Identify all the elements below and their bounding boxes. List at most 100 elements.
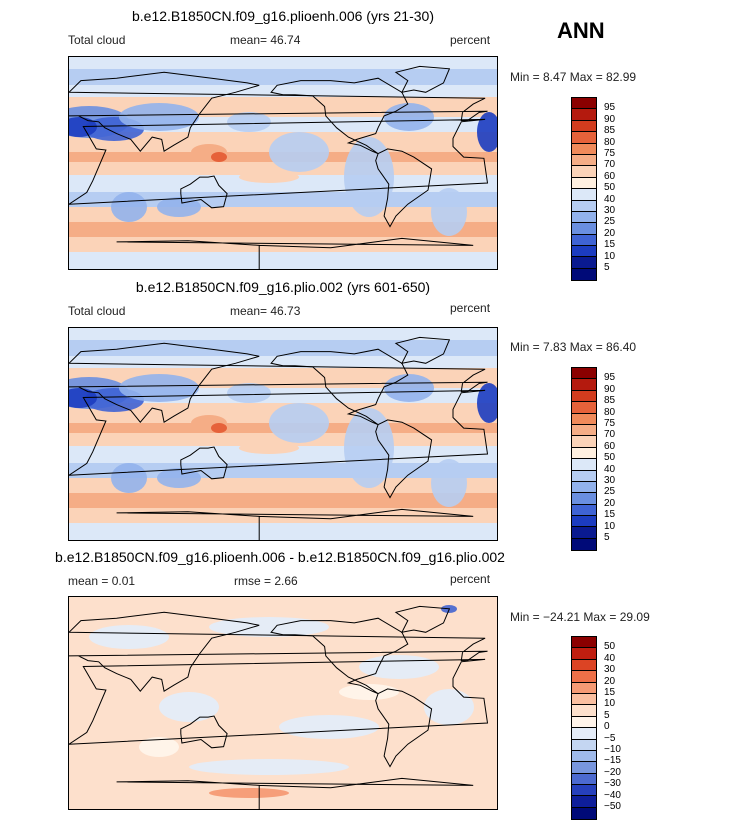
panel3-minmax: Min = −24.21 Max = 29.09	[510, 610, 650, 624]
coastline	[394, 605, 451, 633]
field-blob	[239, 171, 299, 183]
colorbar-swatch	[572, 447, 596, 460]
zonal-band	[69, 222, 497, 237]
colorbar-swatch	[572, 785, 596, 797]
field-blob	[139, 737, 179, 757]
panel1-minmax: Min = 8.47 Max = 82.99	[510, 70, 637, 84]
colorbar-swatch	[572, 659, 596, 672]
coastline	[375, 688, 433, 768]
coastline	[394, 65, 451, 93]
colorbar-swatch	[572, 390, 596, 403]
colorbar-swatch	[572, 402, 596, 414]
field-blob	[69, 117, 97, 137]
panel1-units: percent	[450, 33, 491, 47]
field-blob	[157, 468, 201, 488]
colorbar-swatch	[572, 166, 596, 178]
colorbar-swatch	[572, 154, 596, 167]
colorbar-swatch	[572, 470, 596, 482]
field-blob	[424, 689, 474, 725]
coastlines	[69, 65, 489, 269]
colorbar-label: 75	[604, 148, 616, 159]
colorbar-label: 50	[604, 641, 616, 653]
coastline	[116, 237, 474, 269]
field-blob	[69, 388, 97, 408]
colorbar-swatch	[572, 424, 596, 437]
field-blob	[211, 152, 227, 162]
coastline	[69, 611, 488, 693]
panel2-variable: Total cloud	[68, 304, 126, 318]
colorbar-swatch	[572, 143, 596, 155]
colorbar-label: 15	[604, 239, 616, 251]
colorbar-label: 90	[604, 113, 616, 125]
field-blob	[344, 408, 394, 488]
colorbar-swatch	[572, 637, 596, 649]
colorbar-label: 90	[604, 383, 616, 395]
coastline	[116, 508, 474, 540]
field-blob	[477, 112, 497, 152]
colorbar-swatch	[572, 268, 596, 281]
colorbar-label: 25	[604, 216, 616, 228]
zonal-band	[69, 237, 497, 252]
coastline	[180, 175, 228, 209]
colorbar-swatch	[572, 750, 596, 763]
field-blob	[157, 197, 201, 217]
colorbar-label: 0	[604, 721, 610, 733]
panel2-mean: mean= 46.73	[230, 304, 301, 318]
coastline	[116, 777, 474, 809]
season-label: ANN	[557, 18, 605, 43]
panel1-variable: Total cloud	[68, 33, 126, 47]
colorbar-swatch	[572, 705, 596, 717]
colorbar-swatch	[572, 716, 596, 729]
colorbar-label: −20	[604, 766, 621, 778]
colorbar-label: −5	[604, 732, 616, 744]
colorbar-label: 70	[604, 429, 616, 441]
field-blob	[239, 442, 299, 454]
zonal-band	[69, 57, 497, 69]
coastline	[69, 118, 489, 205]
colorbar-swatch	[572, 739, 596, 751]
colorbar-label: 20	[604, 227, 616, 239]
colorbar-swatch	[572, 98, 596, 110]
field-blob	[279, 715, 379, 739]
panel2-title: b.e12.B1850CN.f09_g16.plio.002 (yrs 601-…	[135, 279, 431, 295]
colorbar-swatch	[572, 693, 596, 706]
colorbar-label: 60	[604, 440, 616, 452]
zonal-band	[69, 340, 497, 356]
field-blob	[227, 112, 271, 132]
field-blob	[344, 137, 394, 217]
coastlines	[69, 605, 489, 809]
panel1-title: b.e12.B1850CN.f09_g16.plioenh.006 (yrs 2…	[132, 8, 434, 24]
colorbar-label: 5	[604, 709, 610, 721]
field-blob	[431, 459, 467, 507]
colorbar-swatch	[572, 413, 596, 425]
panel3-title: b.e12.B1850CN.f09_g16.plioenh.006 - b.e1…	[55, 549, 505, 565]
panel2-map-field	[69, 328, 497, 540]
colorbar-swatch	[572, 189, 596, 201]
zonal-band	[69, 328, 497, 340]
panel3-map-field	[69, 597, 497, 809]
colorbar-label: 20	[604, 675, 616, 687]
colorbar-label: −40	[604, 789, 621, 801]
colorbar-label: −50	[604, 801, 621, 812]
colorbar-swatch	[572, 368, 596, 380]
coastline	[69, 342, 488, 424]
colorbar-label: 5	[604, 262, 610, 273]
colorbar-label: 20	[604, 497, 616, 509]
coastline	[270, 617, 409, 695]
colorbar-label: 30	[604, 205, 616, 216]
coastline	[270, 77, 409, 155]
coastline	[69, 389, 489, 476]
colorbar-label: 95	[604, 102, 616, 114]
coastline	[180, 446, 228, 480]
colorbar-label: 50	[604, 452, 616, 464]
colorbar-swatch	[572, 728, 596, 740]
colorbar-label: 15	[604, 687, 616, 698]
colorbar-label: 15	[604, 509, 616, 521]
colorbar-swatch	[572, 538, 596, 551]
field-blob	[211, 423, 227, 433]
colorbar-label: 40	[604, 652, 616, 664]
panel1-mean: mean= 46.74	[230, 33, 301, 47]
colorbar-swatch	[572, 211, 596, 224]
colorbar-swatch	[572, 436, 596, 448]
colorbar-label: 50	[604, 182, 616, 194]
